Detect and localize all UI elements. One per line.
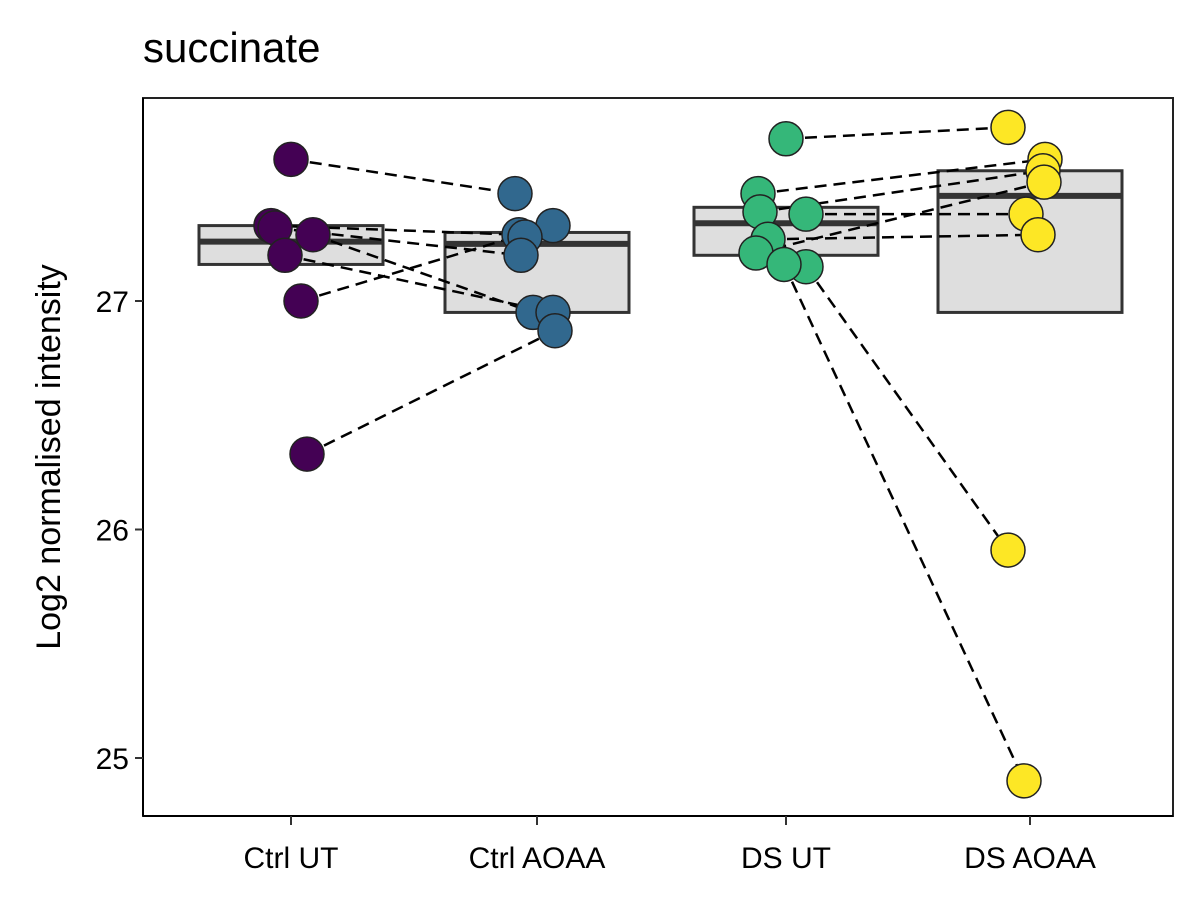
- pair-line-4: [284, 254, 554, 314]
- data-point-2-0: [768, 121, 804, 157]
- data-point-0-6: [289, 436, 325, 472]
- x-axis: Ctrl UT Ctrl AOAA DS UT DS AOAA: [143, 815, 1173, 875]
- pair-line-0: [290, 158, 516, 195]
- data-point-1-7: [537, 312, 573, 349]
- y-tick-label-2: 27: [96, 286, 129, 319]
- pair-line-8: [757, 158, 1046, 195]
- pair-line-12: [755, 180, 1045, 255]
- data-point-3-5: [1020, 216, 1056, 253]
- data-point-3-6: [990, 532, 1026, 568]
- x-tick-label-0: Ctrl UT: [244, 842, 339, 875]
- pair-line-6: [306, 329, 556, 456]
- x-tick-label-3: DS AOAA: [964, 842, 1096, 875]
- x-tick-label-2: DS UT: [741, 842, 831, 875]
- data-point-3-3: [1026, 164, 1062, 200]
- data-point-1-0: [497, 175, 533, 212]
- pair-lines-layer: [270, 126, 1046, 782]
- pair-line-13: [804, 265, 1010, 551]
- pair-line-7: [785, 126, 1009, 141]
- chart-title: succinate: [143, 24, 320, 71]
- data-point-0-4: [267, 237, 303, 274]
- y-tick-label-0: 25: [96, 743, 129, 776]
- x-tick-label-1: Ctrl AOAA: [469, 842, 606, 875]
- points-layer: [253, 109, 1063, 799]
- data-point-0-5: [283, 283, 319, 319]
- data-point-3-0: [990, 109, 1026, 146]
- data-point-1-4: [503, 237, 539, 274]
- data-point-2-7: [766, 246, 802, 283]
- y-tick-label-1: 26: [96, 515, 129, 548]
- y-axis: 25 26 27: [96, 98, 144, 816]
- boxes-layer: [197, 169, 1124, 314]
- data-point-3-7: [1006, 763, 1042, 799]
- data-point-0-3: [295, 216, 331, 253]
- data-point-0-0: [273, 141, 309, 178]
- y-axis-title: Log2 normalised intensity: [30, 264, 68, 650]
- data-point-2-3: [788, 196, 824, 232]
